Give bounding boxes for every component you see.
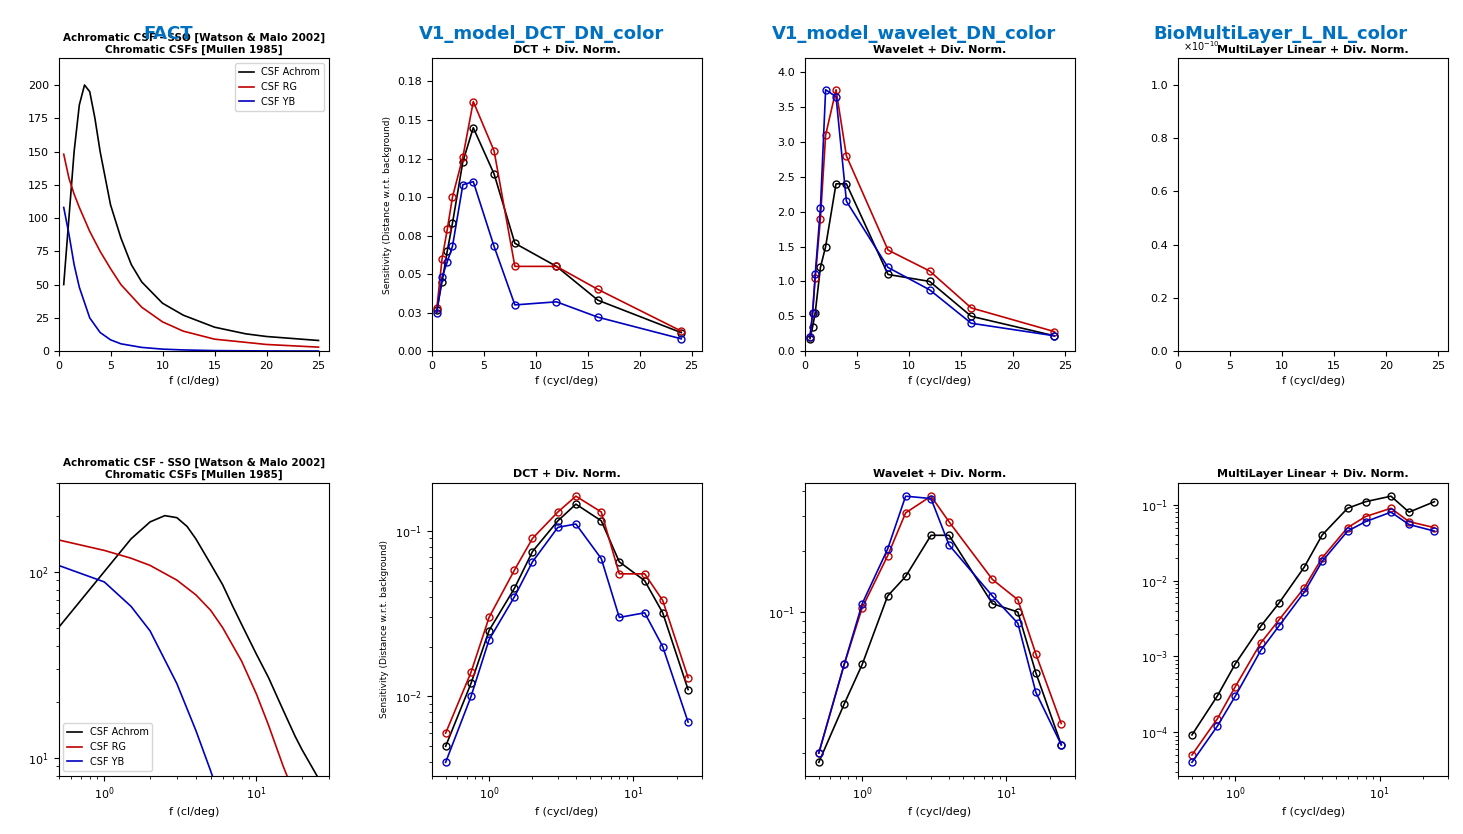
Text: FACT: FACT: [143, 25, 193, 43]
X-axis label: f (cl/deg): f (cl/deg): [168, 376, 219, 386]
X-axis label: f (cycl/deg): f (cycl/deg): [909, 376, 971, 386]
Title: Achromatic CSF - SSO [Watson & Malo 2002]
Chromatic CSFs [Mullen 1985]: Achromatic CSF - SSO [Watson & Malo 2002…: [63, 457, 325, 480]
Title: MultiLayer Linear + Div. Norm.: MultiLayer Linear + Div. Norm.: [1217, 45, 1409, 55]
Title: Wavelet + Div. Norm.: Wavelet + Div. Norm.: [873, 45, 1007, 55]
Legend: CSF Achrom, CSF RG, CSF YB: CSF Achrom, CSF RG, CSF YB: [236, 63, 325, 111]
Title: Achromatic CSF - SSO [Watson & Malo 2002]
Chromatic CSFs [Mullen 1985]: Achromatic CSF - SSO [Watson & Malo 2002…: [63, 33, 325, 55]
X-axis label: f (cl/deg): f (cl/deg): [168, 807, 219, 817]
Y-axis label: Sensitivity (Distance w.r.t. background): Sensitivity (Distance w.r.t. background): [380, 540, 389, 718]
Legend: CSF Achrom, CSF RG, CSF YB: CSF Achrom, CSF RG, CSF YB: [63, 723, 152, 771]
X-axis label: f (cycl/deg): f (cycl/deg): [909, 807, 971, 817]
Title: Wavelet + Div. Norm.: Wavelet + Div. Norm.: [873, 470, 1007, 480]
X-axis label: f (cycl/deg): f (cycl/deg): [1282, 376, 1344, 386]
Text: V1_model_DCT_DN_color: V1_model_DCT_DN_color: [418, 25, 664, 43]
Title: DCT + Div. Norm.: DCT + Div. Norm.: [514, 45, 620, 55]
X-axis label: f (cycl/deg): f (cycl/deg): [535, 376, 598, 386]
Text: $\times 10^{-10}$: $\times 10^{-10}$: [1184, 38, 1220, 53]
Title: DCT + Div. Norm.: DCT + Div. Norm.: [514, 470, 620, 480]
Title: MultiLayer Linear + Div. Norm.: MultiLayer Linear + Div. Norm.: [1217, 470, 1409, 480]
X-axis label: f (cycl/deg): f (cycl/deg): [1282, 807, 1344, 817]
X-axis label: f (cycl/deg): f (cycl/deg): [535, 807, 598, 817]
Text: BioMultiLayer_L_NL_color: BioMultiLayer_L_NL_color: [1153, 25, 1407, 43]
Text: V1_model_wavelet_DN_color: V1_model_wavelet_DN_color: [772, 25, 1056, 43]
Y-axis label: Sensitivity (Distance w.r.t. background): Sensitivity (Distance w.r.t. background): [383, 116, 392, 294]
